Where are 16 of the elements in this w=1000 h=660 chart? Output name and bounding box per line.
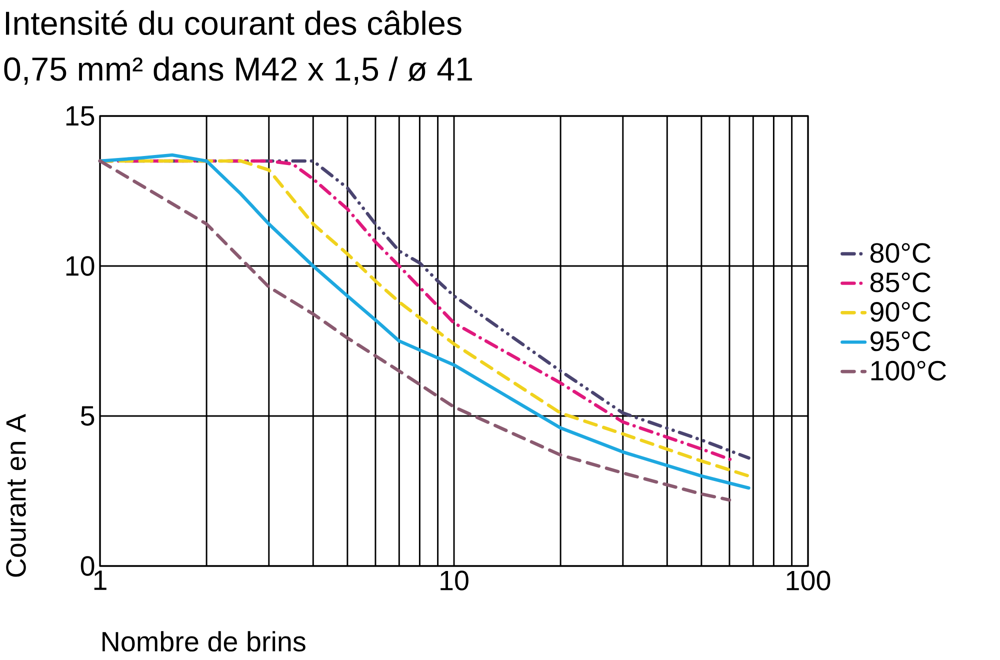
legend-label: 100°C <box>871 360 946 381</box>
x-tick-label: 1 <box>94 570 106 590</box>
x-axis-title: Nombre de brins <box>102 631 306 652</box>
x-tick-label: 100 <box>786 570 830 590</box>
legend-label: 90°C <box>870 302 930 322</box>
chart-subtitle: 0,75 mm² dans M42 x 1,5 / ø 41 <box>4 56 472 85</box>
x-tick-label: 10 <box>440 570 468 590</box>
y-tick-label: 5 <box>80 406 94 426</box>
y-tick-label: 10 <box>66 256 94 276</box>
legend-label: 85°C <box>870 272 930 292</box>
y-tick-label: 15 <box>66 106 94 126</box>
y-axis-title: Courant en A <box>6 414 26 577</box>
chart-title: Intensité du courant des câbles <box>6 10 462 36</box>
legend-label: 95°C <box>870 331 930 352</box>
y-tick-label: 0 <box>80 556 94 576</box>
legend-label: 80°C <box>870 243 930 263</box>
